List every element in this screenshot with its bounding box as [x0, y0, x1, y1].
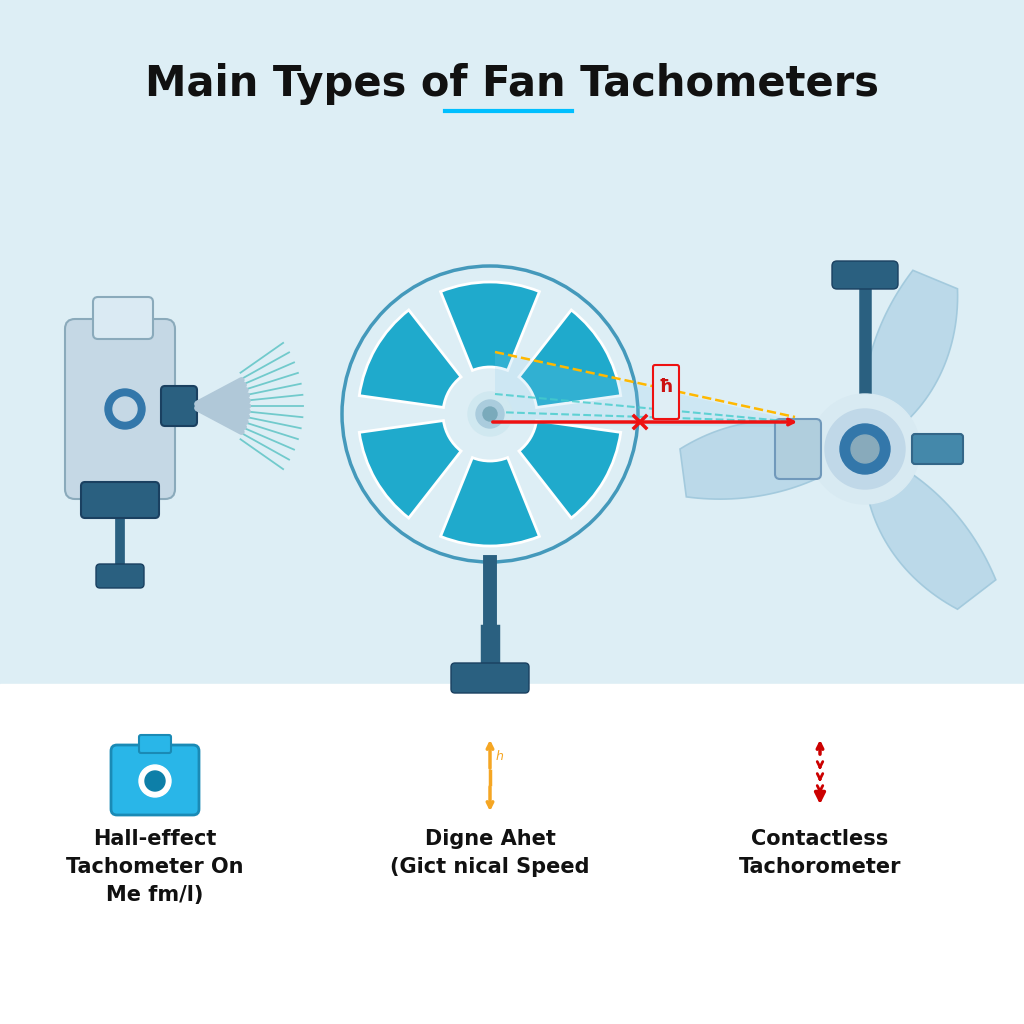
- Text: h: h: [495, 751, 503, 764]
- FancyBboxPatch shape: [111, 745, 199, 815]
- Circle shape: [476, 400, 504, 428]
- FancyBboxPatch shape: [93, 297, 153, 339]
- Wedge shape: [519, 310, 621, 408]
- Polygon shape: [865, 462, 995, 609]
- Circle shape: [468, 392, 512, 436]
- Bar: [0, 0, 1024, 684]
- Circle shape: [825, 409, 905, 489]
- Text: Digne Ahet
(Gict nical Speed: Digne Ahet (Gict nical Speed: [390, 829, 590, 877]
- Wedge shape: [359, 421, 461, 518]
- Circle shape: [483, 407, 497, 421]
- Wedge shape: [440, 458, 540, 546]
- Bar: [0, 684, 1024, 1024]
- Circle shape: [145, 771, 165, 791]
- Circle shape: [105, 389, 145, 429]
- Polygon shape: [495, 352, 780, 427]
- FancyBboxPatch shape: [65, 319, 175, 499]
- Text: ħ: ħ: [658, 378, 673, 396]
- Wedge shape: [440, 282, 540, 371]
- Circle shape: [840, 424, 890, 474]
- Wedge shape: [359, 310, 461, 408]
- Polygon shape: [862, 270, 957, 434]
- FancyBboxPatch shape: [81, 482, 159, 518]
- Text: Hall-effect
Tachometer On
Me fm/l): Hall-effect Tachometer On Me fm/l): [67, 829, 244, 905]
- Text: Main Types of Fan Tachometers: Main Types of Fan Tachometers: [145, 63, 879, 105]
- FancyBboxPatch shape: [451, 663, 529, 693]
- Circle shape: [113, 397, 137, 421]
- Text: Contactless
Tachorometer: Contactless Tachorometer: [738, 829, 901, 877]
- FancyBboxPatch shape: [96, 564, 144, 588]
- Circle shape: [139, 765, 171, 797]
- FancyBboxPatch shape: [775, 419, 821, 479]
- Polygon shape: [680, 421, 841, 499]
- Circle shape: [810, 394, 920, 504]
- FancyBboxPatch shape: [831, 261, 898, 289]
- FancyBboxPatch shape: [161, 386, 197, 426]
- FancyBboxPatch shape: [912, 434, 963, 464]
- FancyBboxPatch shape: [139, 735, 171, 753]
- FancyBboxPatch shape: [653, 365, 679, 419]
- Wedge shape: [519, 421, 621, 518]
- Circle shape: [851, 435, 879, 463]
